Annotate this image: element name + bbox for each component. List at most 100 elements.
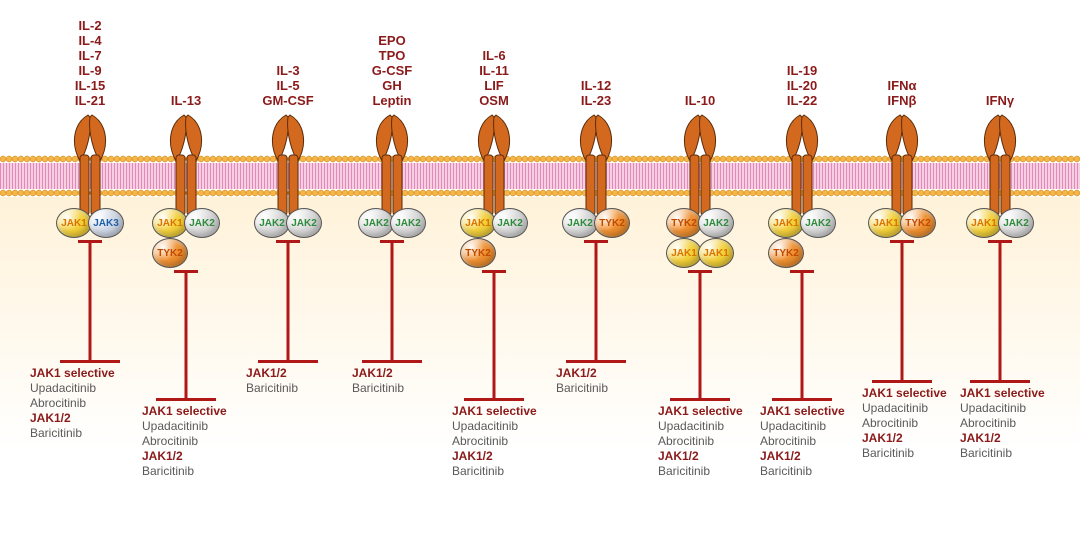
drug-name: Abrocitinib <box>142 434 227 449</box>
drug-name: Abrocitinib <box>30 396 115 411</box>
inhibitor-class-header: JAK1/2 <box>760 449 845 464</box>
inhibitor-class-header: JAK1 selective <box>658 404 743 419</box>
inhibitor-block: JAK1/2Baricitinib <box>246 366 298 396</box>
jak-ball-jak2: JAK2 <box>800 208 836 238</box>
jak-ball-tyk2: TYK2 <box>594 208 630 238</box>
drug-name: Abrocitinib <box>760 434 845 449</box>
drug-name: Upadacitinib <box>142 419 227 434</box>
jak-ball-tyk2: TYK2 <box>460 238 496 268</box>
drug-name: Baricitinib <box>960 446 1045 461</box>
drug-name: Baricitinib <box>862 446 947 461</box>
drug-name: Baricitinib <box>760 464 845 479</box>
inhibitor-class-header: JAK1 selective <box>760 404 845 419</box>
inhibitor-class-header: JAK1/2 <box>960 431 1045 446</box>
inhibition-line <box>595 240 598 360</box>
inhibition-line <box>89 240 92 360</box>
inhibitor-class-header: JAK1/2 <box>352 366 404 381</box>
receptor <box>872 109 932 224</box>
cytokine-label: IL-13 <box>171 93 201 108</box>
inhibitor-class-header: JAK1/2 <box>30 411 115 426</box>
drug-name: Abrocitinib <box>960 416 1045 431</box>
inhibitor-class-header: JAK1/2 <box>452 449 537 464</box>
inhibitor-block: JAK1 selectiveUpadacitinibAbrocitinibJAK… <box>760 404 845 479</box>
jak-ball-tyk2: TYK2 <box>900 208 936 238</box>
drug-name: Upadacitinib <box>658 419 743 434</box>
jak-ball-jak2: JAK2 <box>390 208 426 238</box>
jak-ball-jak2: JAK2 <box>492 208 528 238</box>
cytokine-label: IL-10 <box>685 93 715 108</box>
inhibitor-class-header: JAK1/2 <box>556 366 608 381</box>
receptor <box>156 109 216 224</box>
inhibition-crossbar <box>670 398 730 401</box>
inhibition-crossbar <box>464 398 524 401</box>
inhibitor-block: JAK1 selectiveUpadacitinibAbrocitinibJAK… <box>30 366 115 441</box>
jak-ball-jak2: JAK2 <box>254 208 290 238</box>
jak-ball-jak2: JAK2 <box>998 208 1034 238</box>
inhibition-line <box>391 240 394 360</box>
jak-ball-jak1: JAK1 <box>768 208 804 238</box>
inhibition-line <box>699 270 702 398</box>
receptor <box>362 109 422 224</box>
jak-ball-jak1: JAK1 <box>460 208 496 238</box>
inhibitor-class-header: JAK1 selective <box>862 386 947 401</box>
jak-ball-jak2: JAK2 <box>184 208 220 238</box>
drug-name: Baricitinib <box>556 381 608 396</box>
inhibition-crossbar <box>772 398 832 401</box>
inhibitor-block: JAK1 selectiveUpadacitinibAbrocitinibJAK… <box>658 404 743 479</box>
jak-ball-tyk2: TYK2 <box>666 208 702 238</box>
inhibition-crossbar <box>60 360 120 363</box>
cytokine-label: IL-2 IL-4 IL-7 IL-9 IL-15 IL-21 <box>75 18 105 108</box>
jak-ball-jak2: JAK2 <box>358 208 394 238</box>
inhibition-line <box>493 270 496 398</box>
inhibitor-block: JAK1/2Baricitinib <box>556 366 608 396</box>
drug-name: Upadacitinib <box>30 381 115 396</box>
cytokine-label: IFNα IFNβ <box>888 78 917 108</box>
inhibitor-class-header: JAK1/2 <box>658 449 743 464</box>
jak-ball-jak1: JAK1 <box>698 238 734 268</box>
drug-name: Abrocitinib <box>658 434 743 449</box>
cytokine-label: EPO TPO G-CSF GH Leptin <box>372 33 412 108</box>
jak-ball-jak1: JAK1 <box>152 208 188 238</box>
drug-name: Upadacitinib <box>760 419 845 434</box>
jak-ball-tyk2: TYK2 <box>768 238 804 268</box>
jak-ball-tyk2: TYK2 <box>152 238 188 268</box>
jak-ball-jak1: JAK1 <box>666 238 702 268</box>
diagram-stage: IL-2 IL-4 IL-7 IL-9 IL-15 IL-21 JAK1JAK3… <box>0 0 1080 557</box>
drug-name: Baricitinib <box>142 464 227 479</box>
inhibition-crossbar <box>970 380 1030 383</box>
receptor <box>772 109 832 224</box>
inhibitor-block: JAK1 selectiveUpadacitinibAbrocitinibJAK… <box>142 404 227 479</box>
inhibitor-block: JAK1/2Baricitinib <box>352 366 404 396</box>
cytokine-label: IL-6 IL-11 LIF OSM <box>479 48 509 108</box>
cytokine-label: IL-3 IL-5 GM-CSF <box>262 63 313 108</box>
inhibitor-class-header: JAK1 selective <box>452 404 537 419</box>
drug-name: Baricitinib <box>246 381 298 396</box>
cytokine-label: IL-19 IL-20 IL-22 <box>787 63 817 108</box>
drug-name: Upadacitinib <box>452 419 537 434</box>
drug-name: Abrocitinib <box>862 416 947 431</box>
drug-name: Baricitinib <box>30 426 115 441</box>
inhibition-line <box>801 270 804 398</box>
inhibition-crossbar <box>872 380 932 383</box>
inhibitor-class-header: JAK1/2 <box>246 366 298 381</box>
inhibitor-class-header: JAK1/2 <box>142 449 227 464</box>
drug-name: Baricitinib <box>452 464 537 479</box>
inhibition-line <box>901 240 904 380</box>
drug-name: Upadacitinib <box>862 401 947 416</box>
inhibitor-block: JAK1 selectiveUpadacitinibAbrocitinibJAK… <box>862 386 947 461</box>
jak-ball-jak3: JAK3 <box>88 208 124 238</box>
jak-ball-jak1: JAK1 <box>868 208 904 238</box>
jak-ball-jak1: JAK1 <box>966 208 1002 238</box>
receptor <box>970 109 1030 224</box>
inhibition-line <box>287 240 290 360</box>
drug-name: Upadacitinib <box>960 401 1045 416</box>
inhibitor-class-header: JAK1 selective <box>142 404 227 419</box>
inhibition-line <box>999 240 1002 380</box>
receptor <box>670 109 730 224</box>
inhibitor-block: JAK1 selectiveUpadacitinibAbrocitinibJAK… <box>452 404 537 479</box>
cytokine-label: IFNγ <box>986 93 1014 108</box>
jak-ball-jak1: JAK1 <box>56 208 92 238</box>
drug-name: Baricitinib <box>352 381 404 396</box>
receptor <box>60 109 120 224</box>
jak-ball-jak2: JAK2 <box>286 208 322 238</box>
